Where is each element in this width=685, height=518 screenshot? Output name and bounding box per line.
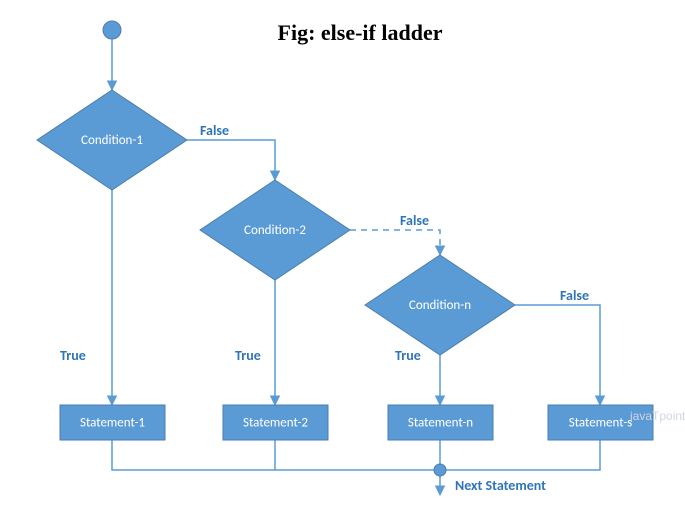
condition-label: Condition-2 — [244, 223, 306, 238]
edge-label: False — [400, 212, 429, 229]
edge-label: True — [235, 347, 261, 364]
edges — [112, 39, 600, 495]
edge — [350, 230, 440, 255]
edge-label: True — [60, 347, 86, 364]
next-statement-label: Next Statement — [455, 477, 546, 494]
start-node — [103, 21, 121, 39]
statement-label: Statement-1 — [80, 416, 145, 431]
condition-nodes: Condition-1 Condition-2 Condition-n — [37, 90, 515, 355]
edge — [187, 140, 275, 180]
statement-label: Statement-n — [408, 416, 473, 431]
edge-label: False — [200, 122, 229, 139]
condition-label: Condition-n — [409, 298, 471, 313]
statement-label: Statement-s — [569, 416, 633, 431]
watermark: javaTpoint — [629, 409, 685, 423]
edge — [515, 305, 600, 405]
diagram-title: Fig: else-if ladder — [278, 20, 443, 45]
merge-node — [434, 464, 446, 476]
condition-label: Condition-1 — [81, 133, 143, 148]
edge — [112, 440, 440, 470]
edge-label: False — [560, 287, 589, 304]
statement-label: Statement-2 — [243, 416, 308, 431]
edge-label: True — [395, 347, 421, 364]
statement-nodes: Statement-1 Statement-2 Statement-n Stateme… — [60, 405, 653, 440]
edge — [440, 440, 600, 470]
